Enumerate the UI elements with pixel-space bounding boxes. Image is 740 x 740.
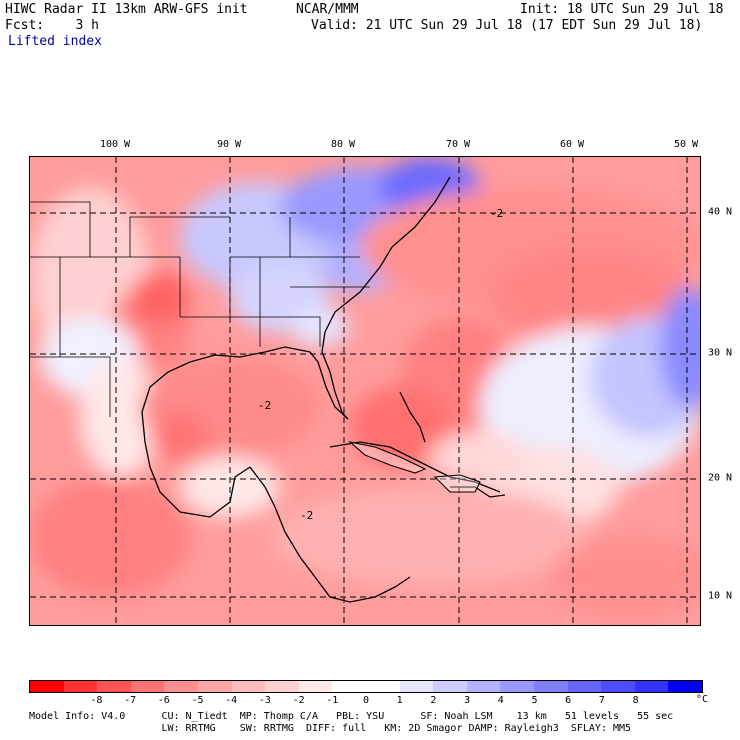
color-scale-cell <box>365 681 400 692</box>
color-scale-unit: °C <box>695 694 709 705</box>
color-scale-tick: -1 <box>326 695 339 706</box>
color-scale-tick: 5 <box>531 695 538 706</box>
lat-label-20n: 20 N <box>708 472 733 484</box>
color-scale-cell <box>668 681 702 692</box>
valid-time: Valid: 21 UTC Sun 29 Jul 18 (17 EDT Sun … <box>311 18 703 33</box>
color-scale-cell <box>298 681 333 692</box>
color-scale-tick: -2 <box>292 695 305 706</box>
islands <box>348 441 481 493</box>
model-title: HIWC Radar II 13km ARW-GFS init <box>5 2 248 17</box>
color-scale-tick: -7 <box>124 695 137 706</box>
color-scale-cell <box>399 681 434 692</box>
lon-label-50w: 50 W <box>673 139 699 150</box>
lon-label-100w: 100 W <box>99 139 131 150</box>
color-scale-cell <box>634 681 669 692</box>
color-scale-tick: 3 <box>464 695 471 706</box>
color-scale-tick: 4 <box>497 695 504 706</box>
color-scale-cell <box>265 681 299 692</box>
color-scale-cell <box>30 681 64 692</box>
graticule <box>30 157 700 625</box>
color-scale-cell <box>231 681 266 692</box>
color-scale-cell <box>466 681 501 692</box>
lat-label-10n: 10 N <box>708 590 733 602</box>
init-time: Init: 18 UTC Sun 29 Jul 18 <box>520 2 724 17</box>
color-scale-cell <box>63 681 98 692</box>
color-scale-tick: 8 <box>632 695 639 706</box>
color-scale-tick: 2 <box>430 695 437 706</box>
lifted-index-map: -2 -2 -2 <box>29 156 701 626</box>
color-scale-cell <box>567 681 602 692</box>
lon-label-80w: 80 W <box>330 139 356 150</box>
color-scale-tick: -8 <box>90 695 103 706</box>
forecast-hour: Fcst: 3 h <box>5 18 99 33</box>
organization-label: NCAR/MMM <box>296 2 359 17</box>
color-scale-tick: -4 <box>225 695 238 706</box>
color-scale-bar <box>29 680 703 693</box>
model-info-line1: Model Info: V4.0 CU: N_Tiedt MP: Thomp C… <box>29 711 674 722</box>
color-scale-cell <box>97 681 131 692</box>
color-scale-tick: -6 <box>157 695 170 706</box>
color-scale-tick: 7 <box>598 695 605 706</box>
coastlines <box>141 176 506 603</box>
contour-label: -2 <box>300 509 313 522</box>
color-scale-tick: 6 <box>565 695 572 706</box>
field-name: Lifted index <box>8 34 102 49</box>
color-scale-cell <box>533 681 568 692</box>
color-scale-cell <box>500 681 534 692</box>
lon-label-70w: 70 W <box>445 139 471 150</box>
field-shading <box>30 157 700 617</box>
color-scale-cell <box>164 681 198 692</box>
model-info-line2: LW: RRTMG SW: RRTMG DIFF: full KM: 2D Sm… <box>29 723 632 734</box>
color-scale-cell <box>197 681 232 692</box>
lon-label-60w: 60 W <box>559 139 585 150</box>
map-svg: -2 -2 -2 <box>30 157 700 625</box>
color-scale-tick: 1 <box>396 695 403 706</box>
color-scale-cell <box>433 681 467 692</box>
contour-label: -2 <box>490 207 503 220</box>
lon-label-90w: 90 W <box>216 139 242 150</box>
color-scale-cell <box>130 681 165 692</box>
contour-label: -2 <box>258 399 271 412</box>
color-scale-tick: 0 <box>362 695 370 706</box>
state-borders <box>30 201 370 417</box>
color-scale-cell <box>601 681 635 692</box>
color-scale-tick: -3 <box>258 695 271 706</box>
lat-label-30n: 30 N <box>708 347 733 359</box>
color-scale-tick: -5 <box>191 695 204 706</box>
lat-label-40n: 40 N <box>708 206 733 218</box>
color-scale-cell <box>332 681 366 692</box>
